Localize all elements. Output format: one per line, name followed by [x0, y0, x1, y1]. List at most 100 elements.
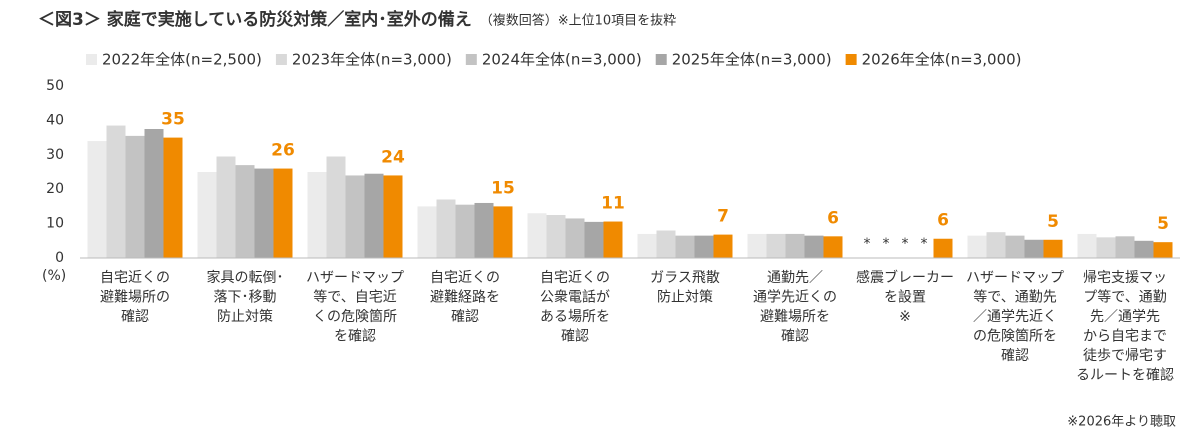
- value-label: 26: [271, 141, 295, 161]
- x-tick-label: 等で、通勤先: [973, 289, 1056, 306]
- value-label: 6: [827, 208, 839, 228]
- value-label: 5: [1157, 214, 1169, 234]
- bar: [345, 175, 365, 258]
- legend-swatch: [465, 54, 477, 65]
- x-tick-label: 先／通学先: [1090, 309, 1160, 325]
- y-tick-label: 50: [46, 78, 64, 94]
- bar: [1024, 239, 1044, 258]
- bar: [967, 235, 987, 258]
- bar: [1096, 237, 1116, 258]
- value-label: 11: [601, 194, 625, 214]
- bar: [493, 206, 513, 258]
- x-tick-label: 公衆電話が: [540, 289, 610, 306]
- bar: [747, 233, 767, 258]
- bar: [603, 221, 623, 258]
- x-tick-label: プ等で、通勤: [1083, 289, 1166, 306]
- bar: [1043, 239, 1063, 258]
- bar: [1115, 236, 1135, 258]
- bar: [565, 218, 585, 258]
- legend-label: 2024年全体(n=3,000): [482, 51, 642, 69]
- x-tick-label: 確認: [781, 329, 809, 345]
- y-tick-label: 10: [46, 216, 64, 232]
- y-tick-label: 0: [55, 250, 64, 266]
- bar: [125, 135, 145, 258]
- bar: [546, 215, 566, 258]
- x-tick-label: 避難場所を: [760, 309, 830, 325]
- bar: [87, 141, 107, 258]
- y-unit: (%): [42, 268, 66, 284]
- x-tick-label: 避難場所の: [100, 290, 170, 306]
- value-label: 15: [491, 178, 515, 198]
- value-label: *: [864, 236, 871, 252]
- bar: [584, 221, 604, 258]
- x-tick-label: 防止対策: [657, 289, 713, 306]
- x-tick-label: 帰宅支援マッ: [1083, 269, 1167, 286]
- value-label: 6: [937, 211, 949, 231]
- x-tick-label: 徒歩で帰宅す: [1083, 347, 1167, 364]
- bar: [273, 168, 293, 258]
- x-tick-label: を確認: [334, 329, 376, 345]
- bar: [417, 206, 437, 258]
- bar: [637, 233, 657, 258]
- bar: [527, 213, 547, 258]
- bar: [254, 168, 274, 258]
- x-tick-label: 自宅近くの: [430, 270, 500, 286]
- bar: [933, 238, 953, 258]
- footnote: ※2026年より聴取: [1067, 415, 1176, 430]
- y-tick-label: 20: [46, 181, 64, 197]
- value-label: 7: [717, 207, 729, 227]
- value-label: 5: [1047, 212, 1059, 232]
- x-tick-label: 感震ブレーカー: [856, 269, 954, 286]
- bar: [1153, 242, 1173, 258]
- x-tick-label: 家具の転倒･: [207, 269, 284, 286]
- x-tick-label: から自宅まで: [1083, 329, 1167, 345]
- bar: [235, 165, 255, 258]
- legend-swatch: [275, 54, 287, 65]
- bar: [804, 235, 824, 258]
- x-tick-label: 確認: [121, 309, 149, 325]
- bar: [307, 172, 327, 258]
- chart-title: ＜図3＞ 家庭で実施している防災対策／室内･室外の備え: [38, 9, 472, 30]
- x-tick-label: ※: [899, 309, 911, 325]
- x-tick-label: ガラス飛散: [650, 270, 720, 286]
- legend-swatch: [845, 54, 857, 65]
- x-tick-label: ハザードマップ: [966, 270, 1064, 286]
- value-label: *: [883, 236, 890, 252]
- y-tick-label: 40: [46, 112, 64, 128]
- bar: [1077, 233, 1097, 258]
- bar: [823, 236, 843, 258]
- value-label: 24: [381, 147, 405, 167]
- bar: [364, 173, 384, 258]
- bar: [216, 156, 236, 258]
- bar: [106, 125, 126, 258]
- chart-subtitle: （複数回答）※上位10項目を抜粋: [480, 13, 676, 29]
- bar: [656, 230, 676, 258]
- bar: [785, 233, 805, 258]
- x-tick-label: くの危険箇所: [313, 308, 397, 325]
- bar: [694, 235, 714, 258]
- x-tick-label: の危険箇所を: [973, 328, 1057, 345]
- legend-label: 2023年全体(n=3,000): [292, 51, 452, 69]
- x-tick-label: 落下･移動: [214, 290, 277, 306]
- x-tick-label: 確認: [561, 329, 589, 345]
- bar: [474, 202, 494, 258]
- bar: [766, 233, 786, 258]
- x-tick-label: ある場所を: [540, 309, 610, 325]
- legend-swatch: [655, 54, 667, 65]
- bar: [986, 232, 1006, 258]
- bar: [675, 235, 695, 258]
- value-label: *: [921, 236, 928, 252]
- bar: [713, 234, 733, 258]
- bar: [144, 129, 164, 258]
- x-tick-label: るルートを確認: [1076, 368, 1174, 384]
- value-label: *: [902, 236, 909, 252]
- x-tick-label: 自宅近くの: [100, 270, 170, 286]
- bar: [436, 199, 456, 258]
- bar: [326, 156, 346, 258]
- legend-label: 2026年全体(n=3,000): [862, 51, 1022, 69]
- x-tick-label: を設置: [884, 290, 926, 306]
- bar: [1005, 235, 1025, 258]
- x-tick-label: 通勤先／: [767, 270, 823, 286]
- legend-label: 2022年全体(n=2,500): [102, 51, 262, 69]
